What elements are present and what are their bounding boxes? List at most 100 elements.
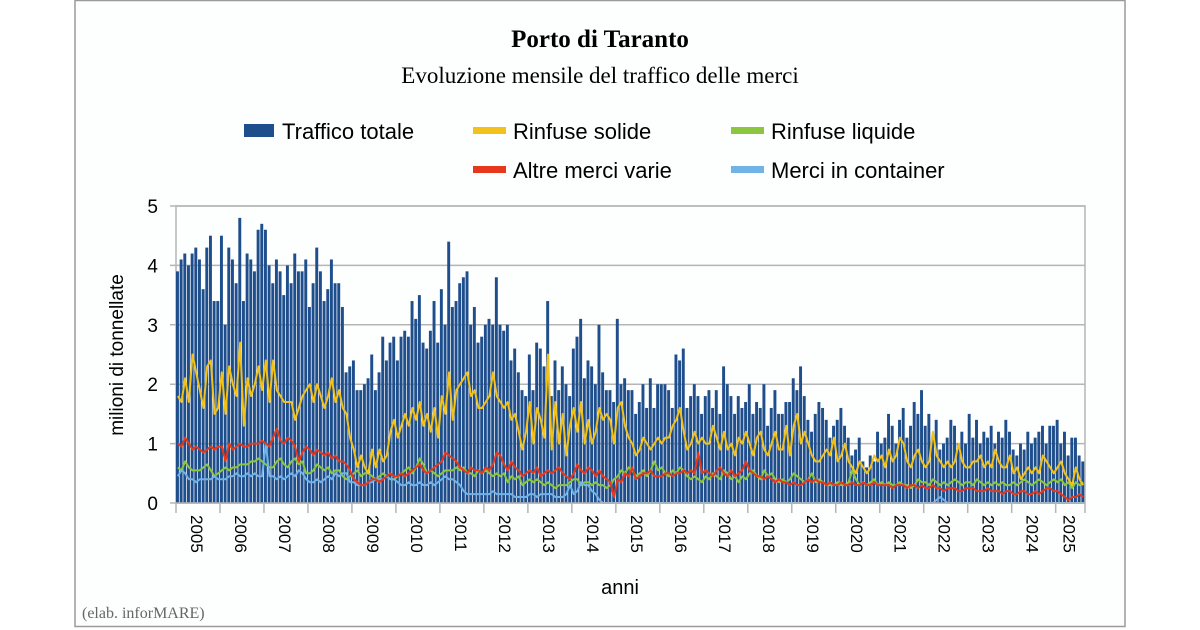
line-altre-merci-varie: [177, 427, 1084, 502]
legend-item-traffico-totale: Traffico totale: [244, 119, 414, 144]
y-tick-label: 2: [147, 375, 158, 396]
bar-traffico-totale: [1044, 443, 1048, 503]
bar-traffico-totale: [784, 402, 788, 503]
bar-traffico-totale: [997, 431, 1000, 503]
bar-traffico-totale: [480, 336, 484, 503]
bar-traffico-totale: [630, 390, 634, 503]
bar-traffico-totale: [593, 384, 597, 503]
bar-traffico-totale: [938, 449, 942, 503]
bar-traffico-totale: [678, 360, 682, 503]
bar-traffico-totale: [300, 271, 304, 503]
bar-traffico-totale: [612, 402, 616, 503]
bar-traffico-totale: [689, 396, 693, 503]
bar-traffico-totale: [414, 318, 418, 503]
bar-traffico-totale: [535, 342, 539, 503]
legend: Traffico totale Rinfuse solide Rinfuse l…: [244, 119, 945, 183]
x-tick-label: 2015: [627, 515, 646, 553]
bar-traffico-totale: [1000, 437, 1004, 503]
bar-traffico-totale: [670, 407, 674, 503]
bar-traffico-totale: [674, 354, 678, 503]
bar-traffico-totale: [714, 390, 718, 503]
bar-traffico-totale: [502, 330, 506, 503]
bar-traffico-totale: [879, 443, 883, 503]
bar-traffico-totale: [285, 265, 289, 503]
legend-label-rinfuse-liquide: Rinfuse liquide: [771, 119, 915, 144]
bar-traffico-totale: [1004, 419, 1008, 503]
bar-traffico-totale: [667, 390, 671, 503]
bar-traffico-totale: [1008, 431, 1011, 503]
bar-traffico-totale: [718, 413, 722, 503]
bar-traffico-totale: [883, 437, 887, 503]
bar-traffico-totale: [461, 277, 465, 503]
bar-traffico-totale: [219, 235, 223, 503]
bar-traffico-totale: [370, 354, 374, 503]
bar-traffico-totale: [289, 283, 293, 503]
bar-traffico-totale: [1041, 425, 1044, 503]
bar-traffico-totale: [843, 425, 847, 503]
x-tick-label: 2016: [671, 515, 690, 553]
x-tick-label: 2014: [583, 515, 602, 553]
y-axis-label: milioni di tonnellate: [107, 274, 128, 436]
bar-traffico-totale: [656, 384, 660, 503]
bar-traffico-totale: [531, 390, 535, 503]
bar-traffico-totale: [351, 360, 355, 503]
bar-traffico-totale: [920, 390, 923, 503]
bar-traffico-totale: [362, 384, 366, 503]
bar-traffico-totale: [304, 259, 308, 503]
bar-traffico-totale: [641, 384, 645, 503]
bar-traffico-totale: [846, 437, 850, 503]
bar-traffico-totale: [509, 360, 513, 503]
bar-traffico-totale: [663, 384, 667, 503]
bar-traffico-totale: [568, 396, 572, 503]
line-rinfuse-solide: [176, 341, 1085, 487]
bar-traffico-totale: [586, 360, 590, 503]
chart-subtitle: Evoluzione mensile del traffico delle me…: [401, 63, 798, 88]
bar-traffico-totale: [601, 372, 605, 503]
x-tick-label: 2021: [891, 515, 910, 553]
legend-label-traffico-totale: Traffico totale: [282, 119, 414, 144]
bar-traffico-totale: [190, 253, 194, 503]
x-tick-label: 2011: [451, 515, 470, 552]
bar-traffico-totale: [1055, 419, 1059, 503]
bar-traffico-totale: [1022, 449, 1026, 503]
bar-traffico-totale: [307, 306, 311, 503]
bar-traffico-totale: [260, 223, 264, 503]
bar-traffico-totale: [432, 301, 436, 503]
bar-traffico-totale: [428, 330, 432, 503]
x-axis-label: anni: [601, 577, 639, 599]
bar-traffico-totale: [777, 413, 781, 503]
bar-traffico-totale: [876, 431, 880, 503]
bar-traffico-totale: [425, 348, 429, 503]
y-tick-label: 0: [147, 494, 158, 515]
bar-traffico-totale: [546, 301, 550, 503]
bar-traffico-totale: [619, 384, 623, 503]
bar-traffico-totale: [692, 384, 696, 503]
bar-traffico-totale: [373, 390, 377, 503]
bar-traffico-totale: [887, 413, 890, 503]
x-tick-label: 2025: [1059, 515, 1078, 553]
bar-traffico-totale: [1059, 443, 1063, 503]
bar-traffico-totale: [355, 390, 359, 503]
source-note: (elab. inforMARE): [82, 605, 205, 622]
x-tick-label: 2018: [759, 515, 778, 553]
bar-traffico-totale: [388, 342, 392, 503]
bar-traffico-totale: [868, 455, 872, 503]
bar-traffico-totale: [271, 283, 275, 503]
bar-traffico-totale: [769, 407, 773, 503]
bar-traffico-totale: [267, 265, 271, 503]
bar-traffico-totale: [740, 407, 744, 503]
bar-traffico-totale: [538, 348, 542, 503]
bar-traffico-totale: [645, 407, 649, 503]
bar-traffico-totale: [1063, 431, 1066, 503]
bar-traffico-totale: [956, 443, 960, 503]
bar-traffico-totale: [828, 437, 832, 503]
bar-traffico-totale: [604, 390, 608, 503]
bar-traffico-totale: [1048, 425, 1052, 503]
bar-traffico-totale: [505, 324, 509, 503]
bar-traffico-totale: [608, 390, 612, 503]
bar-traffico-totale: [454, 301, 458, 503]
bar-traffico-totale: [986, 437, 989, 503]
bar-traffico-totale: [296, 271, 300, 503]
bar-traffico-totale: [942, 443, 945, 503]
bar-traffico-totale: [1011, 449, 1015, 503]
